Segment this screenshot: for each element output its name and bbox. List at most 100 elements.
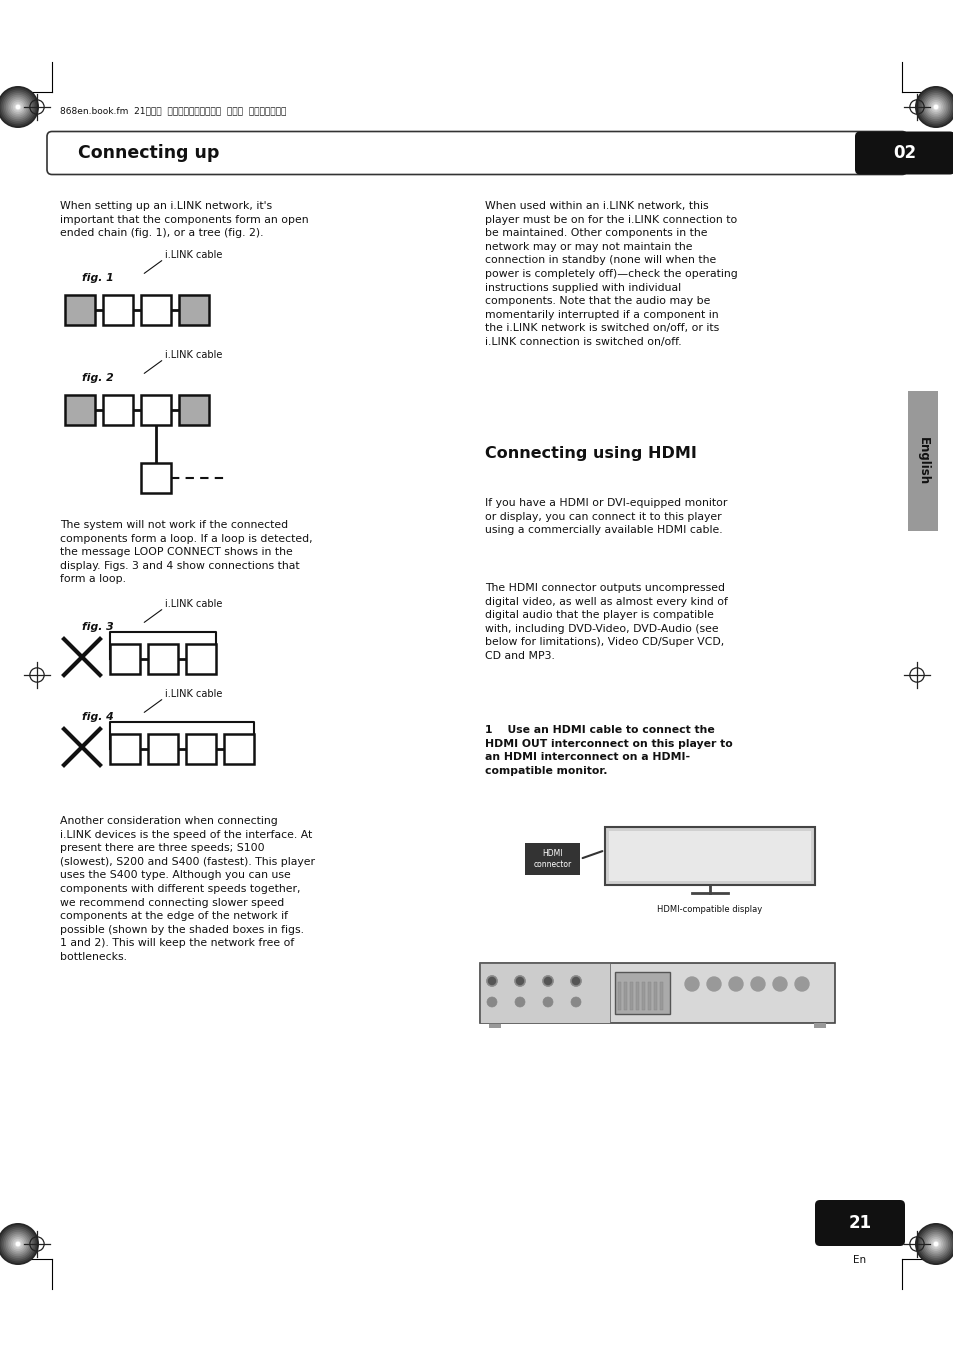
Circle shape [8,1233,29,1255]
Bar [659,982,662,1011]
Bar [907,390,937,531]
Circle shape [11,1238,25,1251]
Bar [103,394,132,426]
Text: fig. 3: fig. 3 [82,621,113,632]
Circle shape [923,95,947,119]
Text: 868en.book.fm  21ページ  ２００３年８月１９日  火曜日  午前９時３０分: 868en.book.fm 21ページ ２００３年８月１９日 火曜日 午前９時３… [60,107,286,115]
Circle shape [918,89,952,124]
Circle shape [916,1225,953,1263]
Bar [186,644,215,674]
Text: If you have a HDMI or DVI-equipped monitor
or display, you can connect it to thi: If you have a HDMI or DVI-equipped monit… [484,499,726,535]
Bar [618,982,620,1011]
Circle shape [933,105,937,108]
Circle shape [6,1232,30,1256]
Bar [103,295,132,326]
Bar [623,982,626,1011]
Bar [813,1023,825,1028]
Circle shape [14,1240,22,1247]
Bar [148,734,178,765]
Circle shape [570,975,581,986]
Bar [65,295,95,326]
Circle shape [920,92,951,123]
Circle shape [920,1228,951,1259]
Circle shape [516,978,523,985]
Bar [629,982,633,1011]
Circle shape [16,1243,20,1246]
Circle shape [14,104,22,111]
Circle shape [0,1225,37,1263]
Circle shape [16,105,20,108]
Circle shape [542,975,553,986]
Circle shape [8,96,29,118]
Circle shape [750,977,764,992]
Circle shape [16,1243,20,1246]
Bar [615,971,669,1015]
Circle shape [488,978,495,985]
Bar [479,963,834,1023]
Circle shape [12,101,23,112]
Circle shape [1,89,35,124]
Circle shape [933,1243,937,1246]
Text: HDMI
connector: HDMI connector [533,848,571,869]
Circle shape [928,1238,942,1251]
Circle shape [928,100,942,113]
Text: When setting up an i.LINK network, it's
important that the components form an op: When setting up an i.LINK network, it's … [60,201,309,238]
Circle shape [921,1229,949,1258]
Circle shape [930,1239,941,1250]
Bar [524,843,579,875]
Circle shape [11,100,25,113]
Circle shape [918,1227,952,1262]
Circle shape [4,93,32,122]
Bar [110,734,140,765]
Circle shape [926,99,943,116]
Circle shape [926,1235,943,1252]
Bar [141,463,171,493]
Bar [479,963,609,1023]
Bar [179,394,209,426]
Circle shape [931,104,939,111]
Text: i.LINK cable: i.LINK cable [165,598,222,609]
Circle shape [515,997,524,1006]
Bar [647,982,650,1011]
Bar [636,982,639,1011]
Text: En: En [853,1255,865,1265]
Circle shape [571,997,580,1006]
Circle shape [794,977,808,992]
Bar [141,394,171,426]
Circle shape [10,1235,27,1252]
Circle shape [924,1233,945,1255]
Bar [641,982,644,1011]
Circle shape [1,1227,35,1262]
Circle shape [921,93,949,122]
Bar [179,295,209,326]
Circle shape [486,975,497,986]
Circle shape [572,978,578,985]
Text: The system will not work if the connected
components form a loop. If a loop is d: The system will not work if the connecte… [60,520,313,585]
Circle shape [0,88,37,126]
Circle shape [684,977,699,992]
Bar [489,1023,500,1028]
Circle shape [514,975,525,986]
Circle shape [931,1240,939,1247]
Circle shape [772,977,786,992]
Text: fig. 1: fig. 1 [82,273,113,282]
Bar [604,827,814,885]
Circle shape [0,86,39,128]
Circle shape [914,1223,953,1265]
Circle shape [544,978,551,985]
Circle shape [706,977,720,992]
Text: Another consideration when connecting
i.LINK devices is the speed of the interfa: Another consideration when connecting i.… [60,816,314,962]
Circle shape [923,1232,947,1256]
Text: HDMI-compatible display: HDMI-compatible display [657,905,761,915]
Text: The HDMI connector outputs uncompressed
digital video, as well as almost every k: The HDMI connector outputs uncompressed … [484,584,727,661]
Circle shape [2,1228,33,1259]
Text: English: English [916,436,928,485]
Text: i.LINK cable: i.LINK cable [165,350,222,359]
Circle shape [6,95,30,119]
Text: i.LINK cable: i.LINK cable [165,689,222,698]
Text: i.LINK cable: i.LINK cable [165,250,222,259]
Bar [654,982,657,1011]
Bar [224,734,253,765]
Circle shape [486,997,497,1006]
Bar [608,831,810,881]
